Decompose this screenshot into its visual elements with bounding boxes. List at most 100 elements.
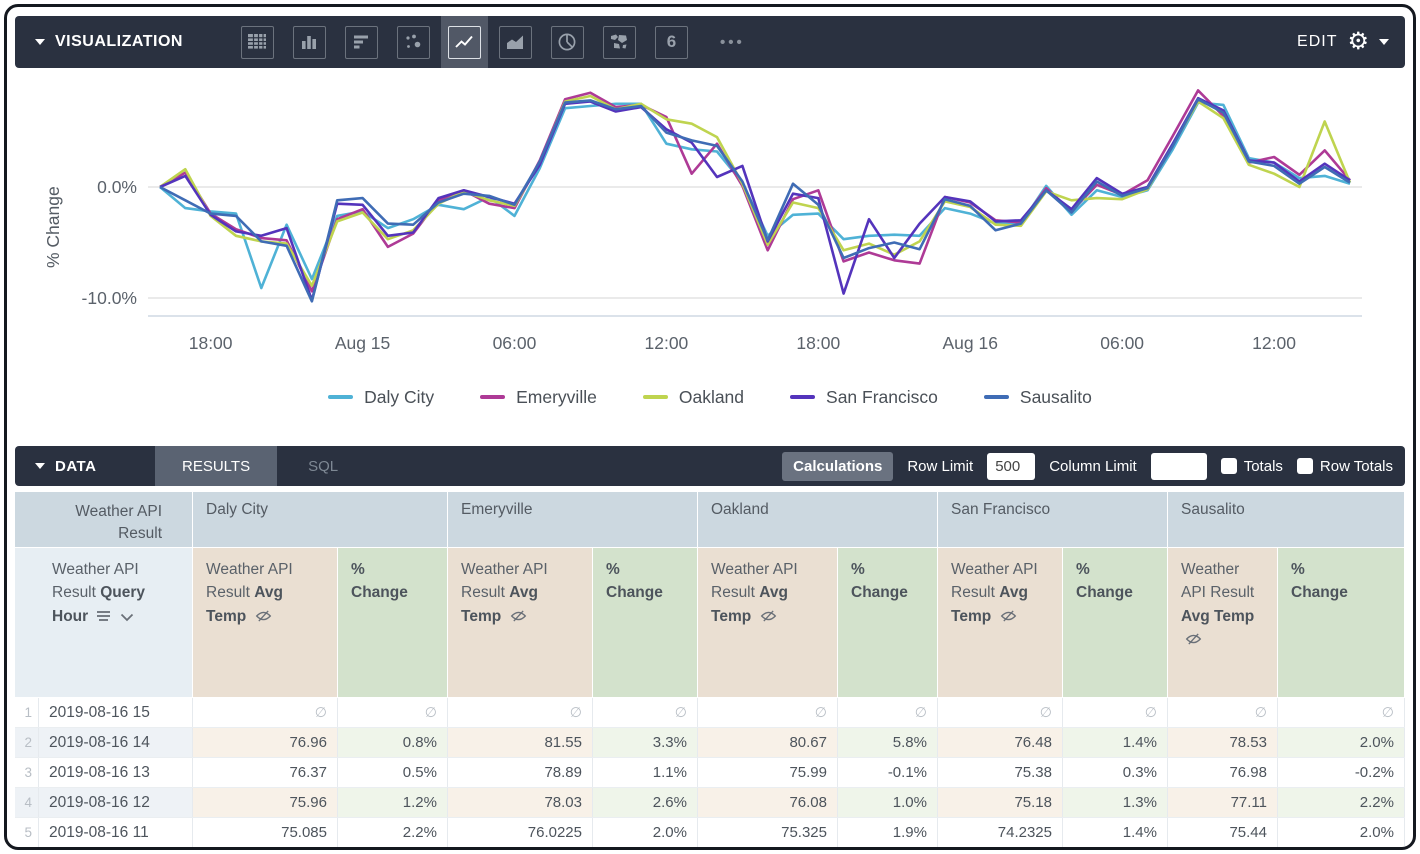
table-cell-pct[interactable]: 2.6% xyxy=(593,788,698,817)
city-header-daly-city[interactable]: Daly City xyxy=(193,492,448,548)
legend-item-oakland[interactable]: Oakland xyxy=(642,387,744,408)
row-limit-input[interactable] xyxy=(987,452,1036,480)
line-chart-viz-icon[interactable] xyxy=(447,25,481,59)
series-line-daly-city[interactable] xyxy=(159,101,1351,290)
pct-change-header[interactable]: % Change xyxy=(1278,548,1405,698)
table-cell-pct[interactable]: ∅ xyxy=(593,698,698,727)
chevron-down-icon[interactable] xyxy=(120,613,134,622)
table-cell-pct[interactable]: ∅ xyxy=(1278,698,1405,727)
avg-temp-header[interactable]: Weather API Result Avg Temp xyxy=(938,548,1063,698)
series-line-sausalito[interactable] xyxy=(159,97,1351,303)
table-cell-temp[interactable]: 80.67 xyxy=(698,728,838,757)
table-cell-num[interactable]: 3 xyxy=(15,758,39,787)
table-cell-dim[interactable]: 2019-08-16 13 xyxy=(39,758,193,787)
table-cell-temp[interactable]: ∅ xyxy=(938,698,1063,727)
table-cell-dim[interactable]: 2019-08-16 14 xyxy=(39,728,193,757)
table-cell-pct[interactable]: 1.9% xyxy=(838,818,938,847)
table-cell-pct[interactable]: ∅ xyxy=(338,698,448,727)
table-cell-temp[interactable]: 74.2325 xyxy=(938,818,1063,847)
tab-results[interactable]: RESULTS xyxy=(155,446,278,486)
city-header-san-francisco[interactable]: San Francisco xyxy=(938,492,1168,548)
pivot-field-header[interactable]: Weather API Result City xyxy=(15,492,193,565)
legend-item-sausalito[interactable]: Sausalito xyxy=(983,387,1092,408)
area-chart-viz-icon[interactable] xyxy=(498,25,532,59)
horizontal-bar-viz-icon[interactable] xyxy=(344,25,378,59)
table-cell-temp[interactable]: 76.98 xyxy=(1168,758,1278,787)
tab-sql[interactable]: SQL xyxy=(308,457,339,475)
chart-canvas[interactable]: 0.0% -10.0% 18:00 Aug 15 06:00 12:00 18:00 Aug… xyxy=(7,68,1405,380)
query-hour-header[interactable]: Weather API Result Query Hour xyxy=(39,548,193,698)
settings-caret-icon[interactable] xyxy=(1379,39,1389,45)
table-cell-pct[interactable]: 5.8% xyxy=(838,728,938,757)
table-cell-temp[interactable]: ∅ xyxy=(1168,698,1278,727)
table-cell-pct[interactable]: 0.3% xyxy=(1063,758,1168,787)
pie-chart-viz-icon[interactable] xyxy=(550,25,584,59)
table-cell-temp[interactable]: ∅ xyxy=(698,698,838,727)
table-cell-pct[interactable]: 1.2% xyxy=(338,788,448,817)
table-cell-temp[interactable]: 75.085 xyxy=(193,818,338,847)
table-cell-pct[interactable]: 2.0% xyxy=(1278,818,1405,847)
avg-temp-header[interactable]: Weather API Result Avg Temp xyxy=(193,548,338,698)
table-cell-pct[interactable]: 0.8% xyxy=(338,728,448,757)
table-cell-temp[interactable]: 76.48 xyxy=(938,728,1063,757)
series-line-oakland[interactable] xyxy=(159,94,1352,288)
hidden-field-eye-icon[interactable] xyxy=(1000,609,1017,622)
legend-item-san-francisco[interactable]: San Francisco xyxy=(790,387,938,408)
table-cell-pct[interactable]: 1.4% xyxy=(1063,728,1168,757)
city-header-sausalito[interactable]: Sausalito xyxy=(1168,492,1405,548)
hidden-field-eye-icon[interactable] xyxy=(1185,633,1202,645)
table-cell-temp[interactable]: 76.96 xyxy=(193,728,338,757)
table-cell-num[interactable]: 2 xyxy=(15,728,39,757)
legend-item-emeryville[interactable]: Emeryville xyxy=(480,387,597,408)
table-cell-temp[interactable]: 77.11 xyxy=(1168,788,1278,817)
table-cell-temp[interactable]: 75.18 xyxy=(938,788,1063,817)
column-limit-input[interactable] xyxy=(1150,452,1207,480)
pct-change-header[interactable]: % Change xyxy=(838,548,938,698)
table-cell-temp[interactable]: 76.08 xyxy=(698,788,838,817)
hidden-field-eye-icon[interactable] xyxy=(760,609,777,622)
table-cell-temp[interactable]: 75.96 xyxy=(193,788,338,817)
collapse-caret-icon[interactable] xyxy=(35,39,45,45)
table-cell-pct[interactable]: -0.1% xyxy=(838,758,938,787)
series-line-emeryville[interactable] xyxy=(159,89,1351,293)
table-cell-num[interactable]: 4 xyxy=(15,788,39,817)
hidden-field-eye-icon[interactable] xyxy=(510,609,527,622)
more-viz-types[interactable]: ••• xyxy=(719,33,745,51)
table-cell-num[interactable]: 5 xyxy=(15,818,39,847)
table-cell-temp[interactable]: 75.325 xyxy=(698,818,838,847)
table-cell-pct[interactable]: 1.4% xyxy=(1063,818,1168,847)
table-cell-pct[interactable]: 2.2% xyxy=(1278,788,1405,817)
table-cell-temp[interactable]: 78.53 xyxy=(1168,728,1278,757)
city-header-oakland[interactable]: Oakland xyxy=(698,492,938,548)
table-cell-temp[interactable]: 78.89 xyxy=(448,758,593,787)
pct-change-header[interactable]: % Change xyxy=(1063,548,1168,698)
table-cell-temp[interactable]: ∅ xyxy=(448,698,593,727)
table-cell-dim[interactable]: 2019-08-16 11 xyxy=(39,818,193,847)
table-cell-pct[interactable]: -0.2% xyxy=(1278,758,1405,787)
table-cell-dim[interactable]: 2019-08-16 12 xyxy=(39,788,193,817)
scatter-viz-icon[interactable] xyxy=(396,25,430,59)
table-cell-pct[interactable]: 1.3% xyxy=(1063,788,1168,817)
table-cell-pct[interactable]: 1.1% xyxy=(593,758,698,787)
table-cell-temp[interactable]: 78.03 xyxy=(448,788,593,817)
hidden-field-eye-icon[interactable] xyxy=(255,609,272,622)
totals-checkbox[interactable] xyxy=(1220,458,1237,474)
table-cell-pct[interactable]: 0.5% xyxy=(338,758,448,787)
calculations-button[interactable]: Calculations xyxy=(782,451,894,481)
legend-item-daly-city[interactable]: Daly City xyxy=(328,387,434,408)
table-cell-dim[interactable]: 2019-08-16 15 xyxy=(39,698,193,727)
table-cell-pct[interactable]: 1.0% xyxy=(838,788,938,817)
table-cell-temp[interactable]: ∅ xyxy=(193,698,338,727)
table-cell-temp[interactable]: 76.37 xyxy=(193,758,338,787)
table-cell-temp[interactable]: 76.0225 xyxy=(448,818,593,847)
edit-button[interactable]: EDIT xyxy=(1297,33,1338,50)
gear-icon[interactable]: ⚙ xyxy=(1347,28,1369,55)
pct-change-header[interactable]: % Change xyxy=(593,548,698,698)
city-header-emeryville[interactable]: Emeryville xyxy=(448,492,698,548)
single-value-viz-icon[interactable]: 6 xyxy=(654,25,688,59)
avg-temp-header[interactable]: Weather API Result Avg Temp xyxy=(698,548,838,698)
table-cell-temp[interactable]: 75.99 xyxy=(698,758,838,787)
table-cell-temp[interactable]: 81.55 xyxy=(448,728,593,757)
bar-chart-viz-icon[interactable] xyxy=(292,25,326,59)
table-cell-pct[interactable]: 2.2% xyxy=(338,818,448,847)
